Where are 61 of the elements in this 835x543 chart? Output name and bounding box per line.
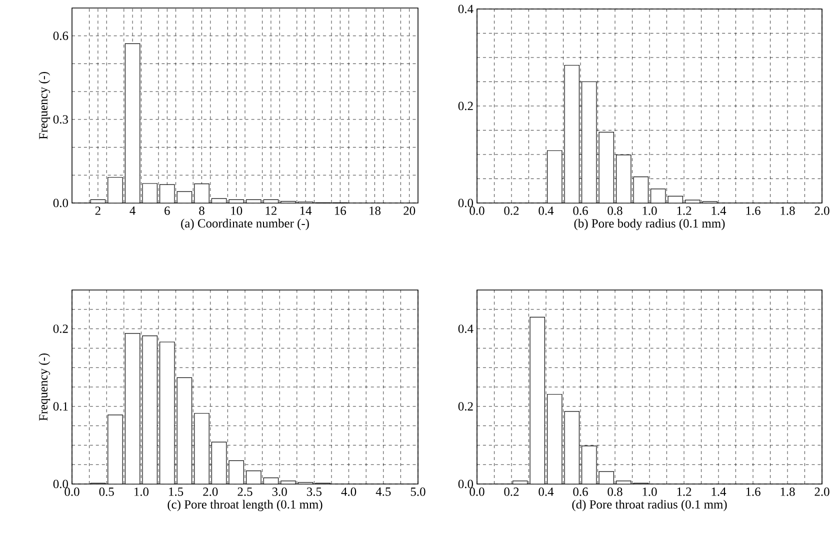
x-tick-label: 14	[300, 206, 312, 215]
y-tick-label: 0.2	[458, 102, 473, 110]
x-tick-label: 1.6	[746, 488, 760, 496]
x-tick-label: 6	[164, 206, 170, 215]
x-tick-label: 1.8	[780, 488, 795, 496]
x-tick-label: 0.2	[504, 206, 519, 215]
y-tick-label: 0.2	[53, 324, 68, 334]
x-tick-label: 10	[231, 206, 242, 215]
x-tick-label: 3.5	[307, 488, 322, 496]
x-tick-label: 2.0	[814, 206, 830, 215]
y-tick-label: 0.0	[53, 198, 68, 208]
x-tick-label: 20	[404, 206, 416, 215]
x-axis-title: (a) Coordinate number (-)	[181, 218, 309, 230]
y-axis-title: Frequency (-)	[38, 72, 50, 140]
x-tick-label: 2	[95, 206, 100, 215]
x-tick-label: 4.5	[376, 488, 391, 496]
y-axis-title: Frequency (-)	[38, 354, 50, 421]
x-tick-label: 1.8	[780, 206, 795, 215]
x-axis-title: (d) Pore throat radius (0.1 mm)	[572, 500, 727, 512]
x-tick-label: 0.2	[504, 488, 519, 496]
x-axis-title: (b) Pore body radius (0.1 mm)	[574, 218, 725, 230]
x-tick-label: 16	[335, 206, 346, 215]
x-tick-label: 0.4	[538, 488, 554, 496]
x-tick-label: 2.0	[203, 488, 218, 496]
x-tick-label: 1.4	[712, 206, 726, 215]
x-tick-label: 0.5	[99, 488, 114, 496]
x-axis-title: (c) Pore throat length (0.1 mm)	[168, 500, 322, 512]
x-tick-label: 1.6	[746, 206, 760, 215]
y-tick-label: 0.4	[458, 4, 474, 14]
x-tick-label: 1.5	[169, 488, 184, 496]
y-tick-label: 0.0	[458, 198, 474, 208]
x-tick-label: 0.0	[470, 488, 484, 496]
x-tick-label: 0.6	[573, 488, 588, 496]
x-tick-label: 0.4	[538, 206, 554, 215]
y-tick-label: 0.6	[53, 32, 68, 40]
y-tick-label: 0.0	[53, 480, 68, 488]
x-tick-label: 1.0	[642, 206, 657, 215]
x-tick-label: 4	[130, 206, 136, 215]
x-tick-label: 1.2	[677, 488, 692, 496]
y-tick-label: 0.4	[458, 324, 474, 334]
y-tick-label: 0.2	[458, 402, 473, 411]
x-tick-label: 0.8	[608, 488, 622, 496]
y-tick-label: 0.0	[458, 480, 474, 488]
x-tick-label: 2.5	[238, 488, 252, 496]
x-tick-label: 18	[370, 206, 381, 215]
x-tick-label: 8	[199, 206, 204, 215]
x-tick-label: 1.4	[712, 488, 726, 496]
x-tick-label: 12	[266, 206, 276, 215]
y-tick-label: 0.3	[53, 115, 68, 124]
x-tick-label: 0.0	[470, 206, 484, 215]
x-tick-label: 0.0	[64, 488, 80, 496]
x-tick-label: 4.0	[341, 488, 356, 496]
x-tick-label: 5.0	[410, 488, 426, 496]
x-tick-label: 3.0	[272, 488, 287, 496]
x-tick-label: 0.8	[608, 206, 622, 215]
x-tick-label: 1.2	[677, 206, 692, 215]
x-tick-label: 1.0	[642, 488, 657, 496]
x-tick-label: 1.0	[134, 488, 149, 496]
x-tick-label: 0.6	[573, 206, 588, 215]
x-tick-label: 2.0	[814, 488, 830, 496]
y-tick-label: 0.1	[53, 402, 68, 411]
